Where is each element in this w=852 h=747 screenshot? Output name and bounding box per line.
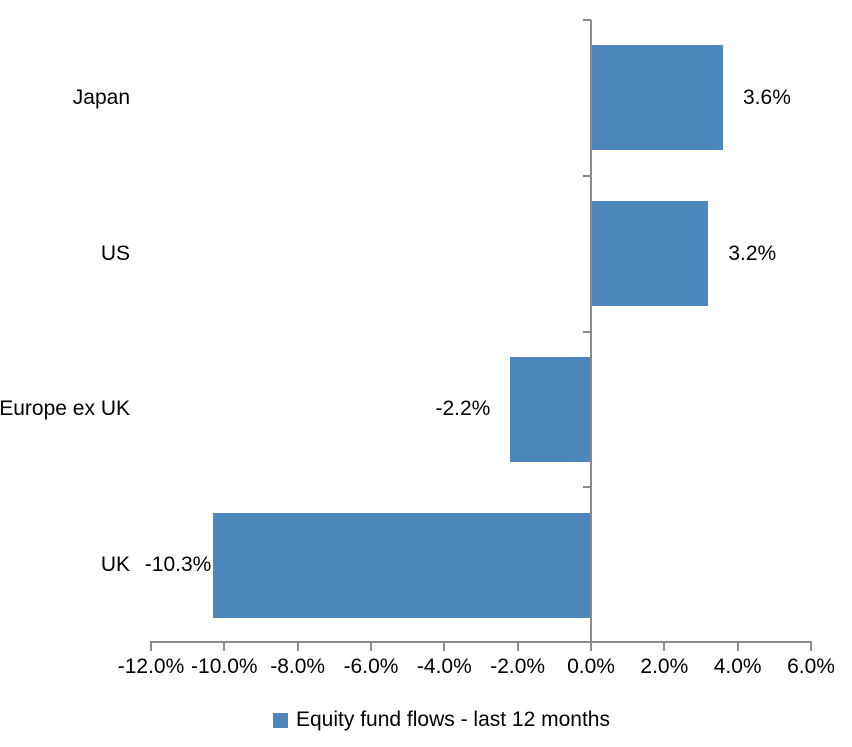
x-axis-tick <box>663 643 666 651</box>
value-label: -10.3% <box>144 553 212 577</box>
value-label: 3.2% <box>728 241 777 265</box>
y-axis-tick <box>583 486 591 489</box>
x-axis-tick-label: -10.0% <box>191 655 258 678</box>
x-axis-tick <box>296 643 299 651</box>
x-axis-tick <box>223 643 226 651</box>
legend-label: Equity fund flows - last 12 months <box>296 708 610 731</box>
x-axis-tick-label: -12.0% <box>117 655 185 678</box>
x-axis-tick-label: -2.0% <box>490 655 546 678</box>
y-axis-tick <box>583 19 591 21</box>
x-axis-tick <box>150 643 152 651</box>
legend: Equity fund flows - last 12 months <box>273 707 610 733</box>
legend-swatch-icon <box>273 712 288 728</box>
x-axis-tick-label: -6.0% <box>343 655 399 678</box>
x-axis-tick <box>736 643 739 651</box>
value-label: -2.2% <box>435 397 491 421</box>
x-axis-tick <box>443 643 446 651</box>
x-axis-tick-label: 2.0% <box>640 655 689 678</box>
x-axis-tick <box>370 643 372 651</box>
y-axis-tick <box>583 330 591 333</box>
category-label: Europe ex UK <box>0 397 130 421</box>
category-label: Japan <box>72 85 130 109</box>
x-axis-line <box>150 641 812 643</box>
x-axis-tick <box>810 643 812 651</box>
bar <box>591 201 709 307</box>
x-axis-tick-label: -8.0% <box>270 655 326 678</box>
y-axis-line <box>590 20 592 651</box>
x-axis-tick-label: -4.0% <box>416 655 472 678</box>
category-label: US <box>100 241 130 265</box>
x-axis-tick-label: 0.0% <box>567 655 615 678</box>
y-axis-tick <box>583 174 591 177</box>
x-axis-tick-label: 4.0% <box>713 655 762 678</box>
bar <box>510 356 591 462</box>
category-label: UK <box>100 553 130 577</box>
x-axis-tick <box>516 643 519 651</box>
bar <box>591 45 723 151</box>
x-axis-tick-label: 6.0% <box>787 655 835 678</box>
bar <box>213 512 591 618</box>
value-label: 3.6% <box>743 85 791 109</box>
